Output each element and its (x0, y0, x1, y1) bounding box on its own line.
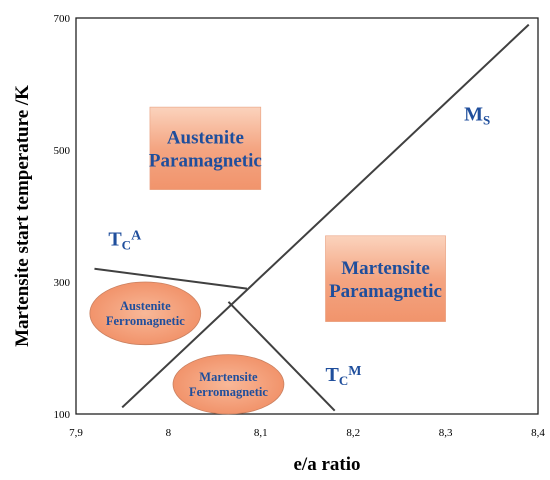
x-tick-label: 7,9 (69, 427, 83, 439)
region-label-line: Paramagnetic (329, 281, 442, 302)
region-label-line: Martensite (199, 370, 258, 384)
region-label-line: Martensite (341, 258, 430, 279)
y-tick-label: 700 (54, 13, 71, 25)
x-tick-label: 8,4 (531, 427, 545, 439)
plot-frame (75, 17, 539, 415)
transition-line-Ms (121, 23, 530, 409)
transition-line-TcM (227, 301, 336, 412)
y-tick-label: 300 (54, 277, 71, 289)
region-label-line: Paramagnetic (149, 150, 262, 171)
x-tick-label: 8 (166, 427, 172, 439)
y-axis-ticks: 100 300 500 700 (54, 13, 71, 421)
region-label-line: Austenite (120, 299, 171, 313)
region-box-shape (325, 235, 446, 322)
region-label-line: Ferromagnetic (106, 314, 185, 328)
x-axis-ticks: 7,9 8 8,1 8,2 8,3 8,4 (69, 427, 545, 439)
region-ellipse-shape (89, 281, 202, 346)
x-tick-label: 8,2 (346, 427, 360, 439)
region-label-line: Austenite (167, 128, 244, 149)
line-label-TcA: TCA (108, 229, 142, 253)
x-axis-label: e/a ratio (293, 454, 360, 475)
transition-line-TcA (94, 267, 248, 290)
region-ellipse-shape (172, 354, 285, 415)
line-label-TcM: TCM (325, 364, 361, 388)
regions-layer: AusteniteParamagneticMartensiteParamagne… (89, 106, 446, 415)
y-tick-label: 500 (54, 145, 71, 157)
lines-layer: MS TCA TCM (94, 23, 530, 412)
region-box-shape (149, 106, 262, 190)
x-tick-label: 8,3 (439, 427, 453, 439)
x-tick-label: 8,1 (254, 427, 268, 439)
line-label-Ms: MS (464, 103, 490, 127)
region-label-line: Ferromagnetic (189, 385, 268, 399)
y-tick-label: 100 (54, 409, 71, 421)
y-axis-label: Martensite start temperature /K (12, 85, 33, 347)
